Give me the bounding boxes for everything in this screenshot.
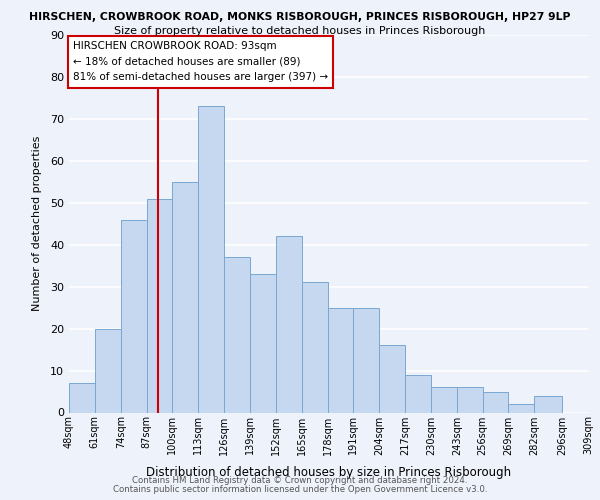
Text: HIRSCHEN CROWBROOK ROAD: 93sqm
← 18% of detached houses are smaller (89)
81% of : HIRSCHEN CROWBROOK ROAD: 93sqm ← 18% of …: [73, 42, 328, 82]
Bar: [328, 308, 353, 412]
X-axis label: Distribution of detached houses by size in Princes Risborough: Distribution of detached houses by size …: [146, 466, 511, 479]
Bar: [121, 220, 146, 412]
Bar: [276, 236, 302, 412]
Bar: [431, 388, 457, 412]
Bar: [353, 308, 379, 412]
Bar: [198, 106, 224, 412]
Text: Contains HM Land Registry data © Crown copyright and database right 2024.: Contains HM Land Registry data © Crown c…: [132, 476, 468, 485]
Bar: [482, 392, 508, 412]
Bar: [535, 396, 562, 412]
Text: Size of property relative to detached houses in Princes Risborough: Size of property relative to detached ho…: [115, 26, 485, 36]
Bar: [224, 258, 250, 412]
Bar: [302, 282, 328, 412]
Bar: [172, 182, 198, 412]
Y-axis label: Number of detached properties: Number of detached properties: [32, 136, 41, 312]
Bar: [250, 274, 276, 412]
Bar: [457, 388, 482, 412]
Bar: [379, 346, 405, 412]
Text: HIRSCHEN, CROWBROOK ROAD, MONKS RISBOROUGH, PRINCES RISBOROUGH, HP27 9LP: HIRSCHEN, CROWBROOK ROAD, MONKS RISBOROU…: [29, 12, 571, 22]
Bar: [508, 404, 535, 412]
Text: Contains public sector information licensed under the Open Government Licence v3: Contains public sector information licen…: [113, 484, 487, 494]
Bar: [95, 328, 121, 412]
Bar: [69, 383, 95, 412]
Bar: [405, 375, 431, 412]
Bar: [146, 198, 172, 412]
